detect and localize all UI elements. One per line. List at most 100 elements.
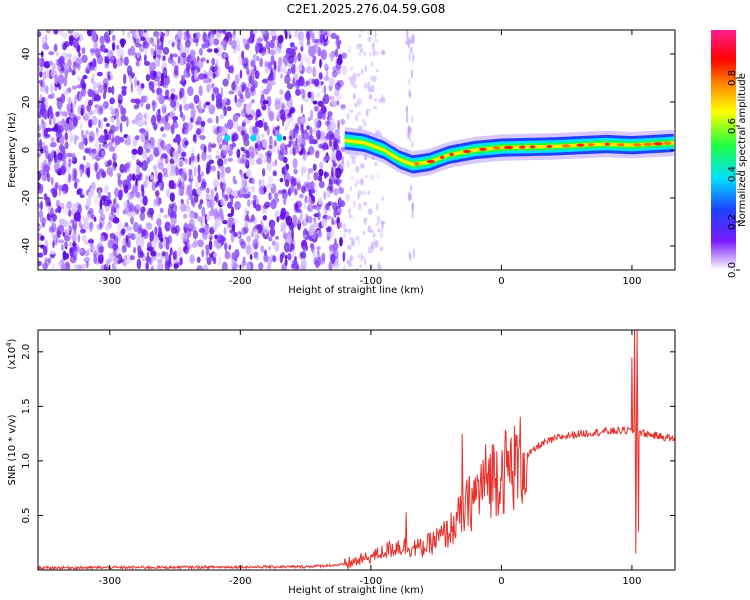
noise-speckle <box>249 254 253 260</box>
noise-speckle <box>104 184 109 195</box>
spectrogram-x-tick-label: 0 <box>498 276 504 287</box>
noise-speckle <box>405 39 408 46</box>
noise-speckle <box>331 217 334 226</box>
noise-speckle <box>61 264 67 270</box>
noise-speckle <box>270 199 277 210</box>
noise-speckle <box>205 248 210 256</box>
noise-speckle <box>73 168 78 179</box>
noise-speckle <box>366 30 370 35</box>
noise-speckle <box>104 62 110 69</box>
noise-speckle <box>72 31 80 39</box>
noise-speckle <box>114 187 120 198</box>
noise-speckle <box>361 178 364 184</box>
noise-speckle <box>153 50 157 56</box>
noise-speckle <box>220 86 224 98</box>
noise-speckle <box>285 215 293 226</box>
noise-speckle <box>260 30 266 35</box>
noise-speckle <box>198 99 202 110</box>
noise-speckle <box>263 249 268 256</box>
noise-speckle <box>342 223 347 230</box>
noise-speckle <box>239 92 243 100</box>
noise-speckle <box>62 32 68 40</box>
noise-speckle <box>80 107 84 117</box>
noise-speckle <box>183 67 191 78</box>
noise-speckle <box>241 181 245 189</box>
noise-speckle <box>263 253 269 263</box>
noise-speckle <box>98 136 104 143</box>
noise-speckle <box>67 30 74 35</box>
noise-speckle <box>291 129 295 141</box>
noise-speckle <box>331 72 339 77</box>
noise-speckle <box>79 193 85 198</box>
noise-speckle <box>40 200 43 211</box>
noise-speckle <box>252 126 259 136</box>
noise-speckle <box>48 226 55 233</box>
noise-speckle <box>99 222 103 229</box>
noise-speckle <box>258 262 264 270</box>
noise-speckle <box>359 47 364 53</box>
noise-speckle <box>211 165 216 172</box>
noise-speckle <box>44 44 49 49</box>
noise-speckle <box>215 150 219 155</box>
noise-speckle <box>161 133 167 138</box>
noise-speckle <box>107 191 111 200</box>
noise-speckle <box>309 126 313 137</box>
noise-speckle <box>98 84 105 94</box>
noise-speckle <box>230 194 234 206</box>
noise-speckle <box>197 173 202 183</box>
noise-speckle <box>145 103 151 110</box>
noise-speckle <box>183 34 190 41</box>
noise-speckle <box>407 37 410 48</box>
noise-speckle <box>74 181 78 189</box>
noise-speckle <box>173 157 179 164</box>
noise-speckle <box>213 38 220 46</box>
noise-speckle <box>262 100 269 105</box>
noise-speckle <box>307 56 311 65</box>
noise-speckle <box>266 125 270 136</box>
noise-speckle <box>224 59 230 70</box>
noise-speckle <box>318 180 325 189</box>
noise-speckle <box>220 197 227 207</box>
noise-speckle <box>153 75 160 82</box>
noise-speckle <box>106 166 113 176</box>
noise-speckle <box>246 210 249 215</box>
noise-speckle <box>231 134 236 143</box>
noise-speckle <box>49 110 54 120</box>
noise-speckle <box>81 54 88 64</box>
track-hotspot <box>449 152 454 156</box>
noise-speckle <box>381 222 385 229</box>
noise-speckle <box>136 191 141 199</box>
noise-speckle <box>322 142 329 150</box>
noise-speckle <box>231 40 237 50</box>
noise-speckle <box>211 82 215 89</box>
noise-speckle <box>348 229 351 235</box>
spectrogram-y-label: Frequency (Hz) <box>7 112 18 188</box>
noise-speckle <box>86 198 91 207</box>
noise-speckle <box>224 123 228 129</box>
noise-speckle <box>333 262 340 269</box>
noise-speckle <box>109 97 115 105</box>
noise-speckle <box>173 121 178 127</box>
noise-speckle <box>53 43 58 52</box>
noise-speckle <box>110 116 115 124</box>
noise-speckle <box>116 58 122 67</box>
noise-speckle <box>99 213 106 221</box>
noise-speckle <box>409 37 412 45</box>
noise-speckle <box>117 222 124 231</box>
noise-speckle <box>179 104 183 113</box>
noise-speckle <box>177 143 182 154</box>
noise-speckle <box>121 107 127 116</box>
noise-speckle <box>123 184 129 194</box>
noise-speckle <box>327 111 333 117</box>
noise-speckle <box>131 153 136 160</box>
noise-speckle <box>243 63 249 70</box>
noise-speckle <box>321 97 325 107</box>
noise-speckle <box>227 217 235 223</box>
track-hotspot <box>561 144 571 148</box>
noise-speckle <box>299 193 304 199</box>
noise-speckle <box>305 213 309 223</box>
noise-speckle <box>167 262 173 268</box>
noise-speckle <box>175 134 181 140</box>
noise-speckle <box>307 204 313 212</box>
noise-speckle <box>259 45 264 54</box>
